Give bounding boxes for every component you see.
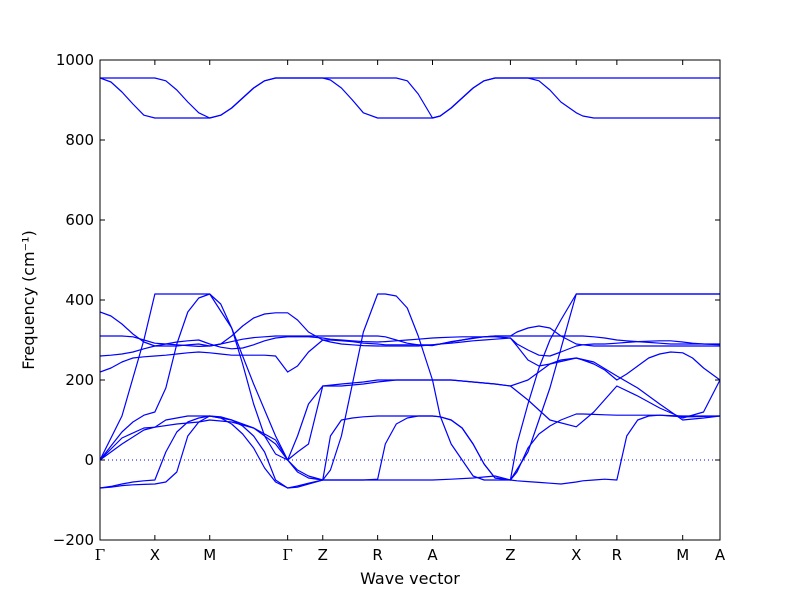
band-line-9 <box>100 379 720 461</box>
band-line-2 <box>100 77 720 119</box>
x-axis-title: Wave vector <box>360 569 460 588</box>
x-tick-label-6: A <box>427 546 438 564</box>
x-tick-label-11: A <box>715 546 726 564</box>
x-tick-label-8: X <box>571 546 581 564</box>
band-series-group <box>100 77 720 489</box>
y-tick-label-0: −200 <box>53 531 94 549</box>
y-tick-label-4: 600 <box>65 211 94 229</box>
y-axis-title: Frequency (cm⁻¹) <box>19 230 38 369</box>
plot-frame <box>99 59 721 541</box>
x-tick-label-0: Γ <box>95 546 105 564</box>
y-axis-ticks: −200 0 200 400 600 800 1000 <box>53 51 720 549</box>
band-line-5 <box>100 311 720 347</box>
x-tick-label-2: M <box>203 546 216 564</box>
x-tick-label-9: R <box>612 546 622 564</box>
x-tick-label-3: Γ <box>282 546 292 564</box>
x-tick-label-7: Z <box>505 546 515 564</box>
x-tick-label-1: X <box>150 546 160 564</box>
band-line-1 <box>100 77 720 119</box>
y-tick-label-3: 400 <box>65 291 94 309</box>
y-tick-label-5: 800 <box>65 131 94 149</box>
band-line-3 <box>100 293 720 481</box>
band-line-12 <box>100 414 720 489</box>
band-line-8 <box>100 337 720 381</box>
band-line-10 <box>100 357 720 461</box>
x-tick-label-4: Z <box>318 546 328 564</box>
x-tick-label-10: M <box>676 546 689 564</box>
band-line-6 <box>100 335 720 347</box>
y-tick-label-1: 0 <box>84 451 94 469</box>
x-tick-label-5: R <box>372 546 382 564</box>
band-line-4 <box>100 293 720 481</box>
y-tick-label-6: 1000 <box>56 51 94 69</box>
band-line-7 <box>100 336 720 357</box>
band-line-11 <box>100 413 720 489</box>
y-tick-label-2: 200 <box>65 371 94 389</box>
